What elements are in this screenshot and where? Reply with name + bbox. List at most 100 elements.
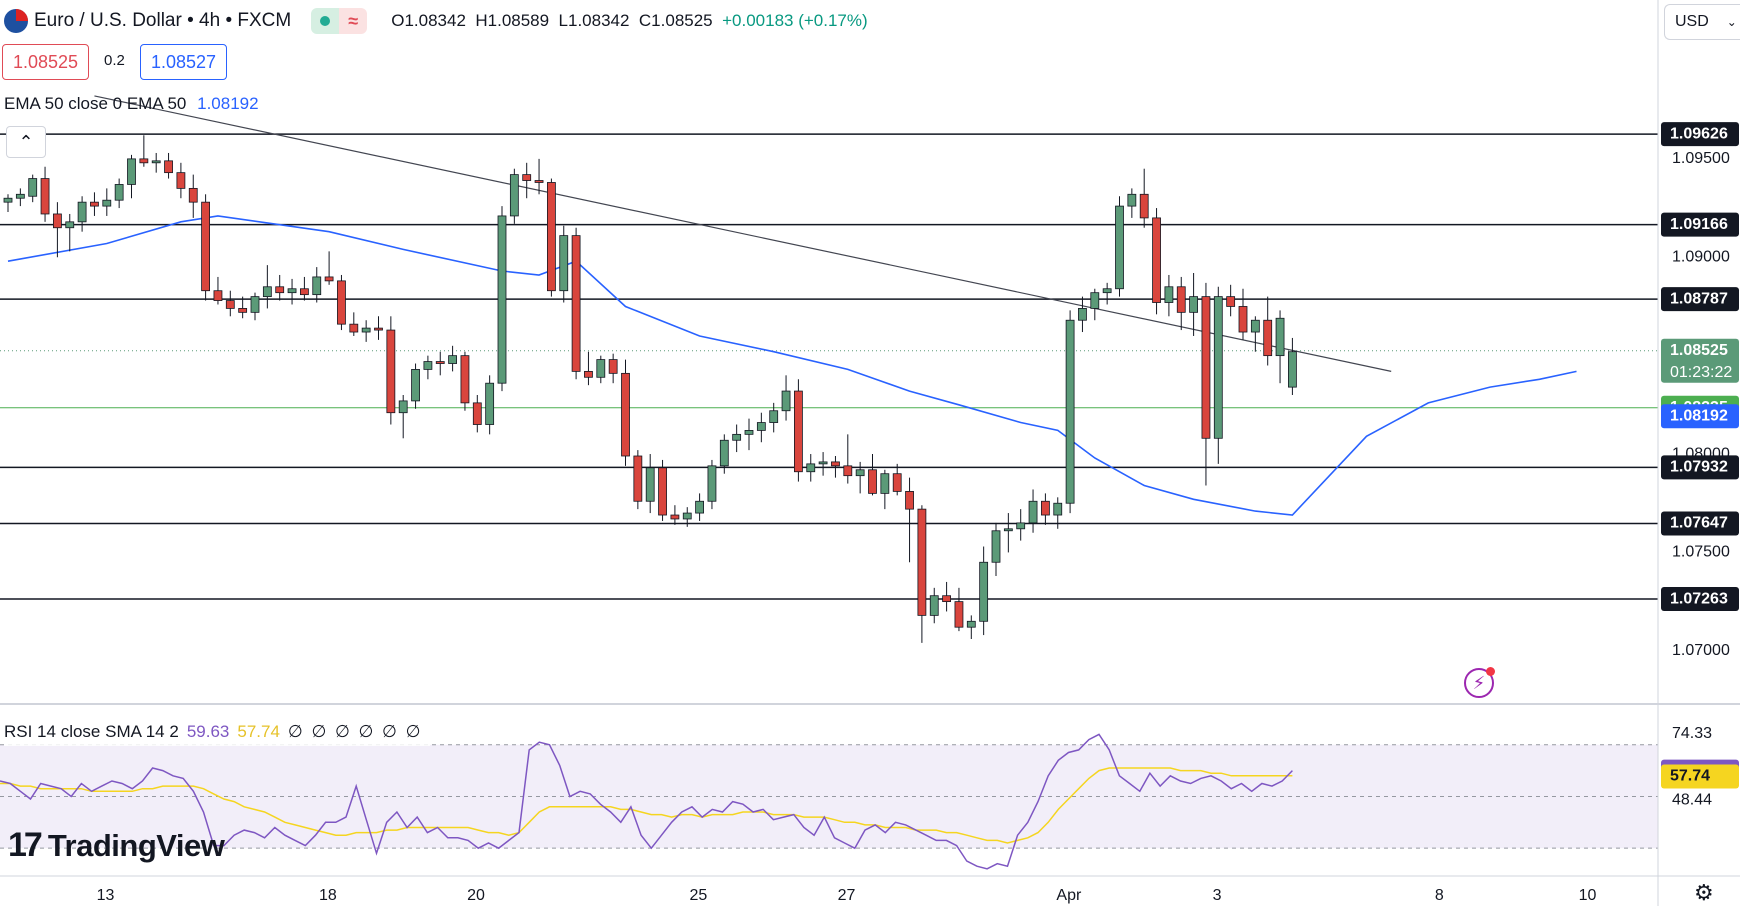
candle-body [3,197,13,203]
time-tick-label: 18 [319,887,337,904]
candle-body [608,359,618,374]
candle-body [818,461,828,465]
symbol-title[interactable]: Euro / U.S. Dollar • 4h • FXCM [34,10,292,31]
candle-body [361,327,371,333]
candle-body [645,467,655,502]
candle-body [621,372,630,457]
candle-body [238,308,248,313]
candle-body [719,439,729,467]
candle-body [1090,292,1100,309]
time-tick-label: 27 [838,887,856,904]
candle-body [756,422,766,431]
candle-body [1152,217,1161,303]
trendline [94,95,1392,372]
candle-body [571,235,581,372]
spread-value: 0.2 [104,52,125,69]
candle-body [1275,317,1285,357]
price-tick-label: 1.09500 [1672,150,1730,167]
candle-body [1176,286,1186,313]
candle-body [262,286,272,298]
candle-body [53,213,62,229]
flash-icon[interactable]: ⚡ [1464,667,1495,698]
candle-body [250,296,260,313]
candle-body [954,601,964,628]
tradingview-mark-icon: 17 [8,826,43,864]
candle-body [880,473,890,494]
rsi-sma-line [0,767,1293,844]
candle-body [547,182,556,292]
high-value: H1.08589 [475,11,550,30]
time-tick-label: 10 [1579,887,1597,904]
rsi-band [0,744,1658,849]
level-price-label-box [1661,511,1739,536]
candle-body [324,276,334,282]
level-price-label: 1.07932 [1670,459,1728,476]
candle-body [151,160,161,164]
candle-body [139,158,149,164]
candle-body [337,280,346,325]
level-price-label-box [1661,287,1739,312]
candle-body [423,361,433,370]
level-price-label: 1.09166 [1670,216,1728,233]
open-value: O1.08342 [391,11,466,30]
rsi-sma-current-label-box [1661,764,1739,789]
candle-body [1226,296,1236,307]
low-value: L1.08342 [558,11,630,30]
ema-legend-label: EMA 50 close 0 EMA 50 [4,94,187,113]
candle-body [448,355,458,364]
candle-body [534,180,544,183]
market-status[interactable]: ≈ [311,8,368,34]
candle-body [695,500,704,514]
ema-price-label: 1.08192 [1670,407,1728,424]
candle-body [164,160,173,174]
candle-body [658,467,667,516]
rsi-legend-value: 59.63 [186,722,230,741]
gear-icon[interactable]: ⚙ [1694,880,1714,905]
currency-select[interactable]: USD ⌄ [1664,4,1740,40]
candle-body [1065,319,1075,504]
candle-body [905,491,914,510]
buy-button[interactable]: 1.08527 [140,44,228,80]
candle-body [843,465,853,477]
ema-legend[interactable]: EMA 50 close 0 EMA 50 1.08192 [4,94,259,114]
time-tick-label: 20 [467,887,485,904]
candle-body [497,215,507,384]
price-tick-label: 1.07000 [1672,642,1730,659]
candle-body [1263,319,1273,357]
candle-body [1127,193,1137,207]
candle-body [90,201,99,207]
candle-body [682,512,692,520]
candle-body [596,359,606,378]
candle-body [65,221,75,229]
candle-body [411,369,420,402]
level-price-label: 1.07263 [1670,590,1728,607]
ohlc-readout: O1.08342 H1.08589 L1.08342 C1.08525 +0.0… [391,11,867,31]
candle-body [114,184,124,201]
candle-body [917,508,927,616]
rsi-legend[interactable]: RSI 14 close SMA 14 2 59.63 57.74 ∅ ∅ ∅ … [4,718,431,746]
price-tick-label: 1.07500 [1672,544,1730,561]
candle-body [1102,288,1112,294]
candle-body [398,400,408,414]
tradingview-logo[interactable]: 17 TradingView [8,826,225,865]
current-price-label-countdown: 01:23:22 [1670,364,1732,381]
rsi-tick-label: 74.33 [1672,725,1712,742]
candle-body [892,473,902,492]
candle-body [1003,528,1013,532]
candle-body [275,286,285,294]
candle-body [102,199,112,207]
candle-body [472,402,482,425]
time-tick-label: 13 [97,887,115,904]
candle-body [225,300,235,309]
candle-body [1078,308,1087,321]
candle-body [1028,500,1038,524]
collapse-legend-button[interactable]: ⌃ [6,126,46,158]
sell-button[interactable]: 1.08525 [2,44,90,80]
notification-dot [1486,667,1495,676]
candle-body [559,235,569,292]
rsi-sma-current-label: 57.74 [1670,768,1710,785]
candle-body [794,390,803,473]
candle-body [991,530,1001,563]
candle-body [1201,296,1211,439]
